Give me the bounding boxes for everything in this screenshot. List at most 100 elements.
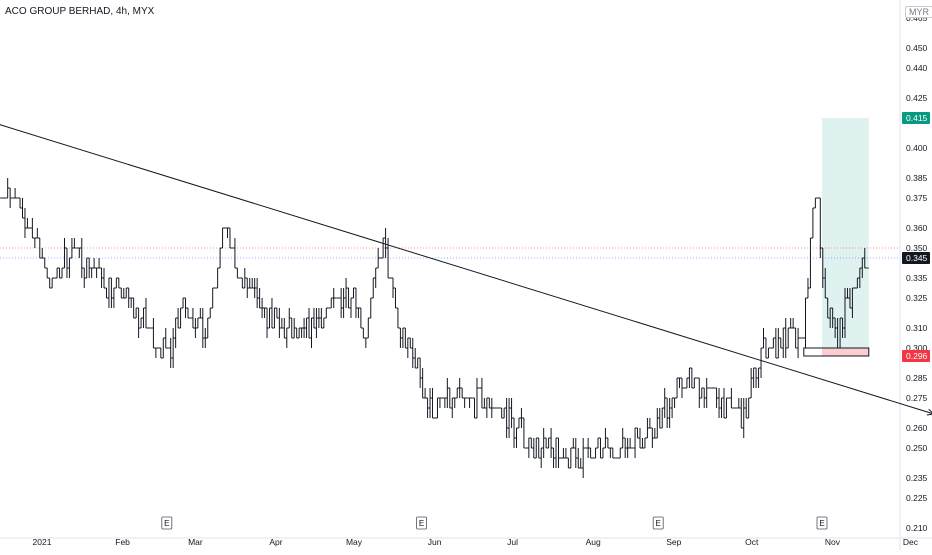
ohlc-bar bbox=[403, 327, 407, 349]
y-tick-label: 0.300 bbox=[906, 343, 928, 353]
ohlc-bar bbox=[549, 428, 553, 458]
ohlc-bar bbox=[208, 307, 212, 319]
ohlc-bar bbox=[62, 238, 66, 269]
ohlc-bar bbox=[179, 307, 183, 329]
ohlc-bar bbox=[529, 437, 533, 449]
ohlc-bar bbox=[670, 397, 674, 418]
earnings-marker-box bbox=[161, 516, 173, 530]
ohlc-bar bbox=[589, 447, 593, 459]
ohlc-bar bbox=[119, 287, 123, 299]
ohlc-bar bbox=[107, 277, 111, 308]
ohlc-bar bbox=[455, 387, 459, 399]
ohlc-bar bbox=[201, 308, 205, 348]
currency-badge[interactable]: MYR bbox=[905, 6, 932, 18]
ohlc-bar bbox=[527, 437, 531, 458]
x-tick-label: Jun bbox=[428, 537, 442, 547]
ohlc-bar bbox=[228, 227, 232, 249]
ohlc-bar bbox=[216, 267, 220, 289]
ohlc-bar bbox=[473, 397, 477, 419]
x-tick-label: Mar bbox=[188, 537, 203, 547]
ohlc-bar bbox=[384, 228, 388, 258]
ohlc-bar bbox=[759, 347, 763, 378]
ohlc-bar bbox=[487, 397, 491, 409]
ohlc-bar bbox=[776, 328, 780, 359]
ohlc-bar bbox=[359, 307, 363, 329]
ohlc-bar bbox=[151, 318, 155, 349]
ohlc-bar bbox=[757, 367, 761, 388]
ohlc-bar bbox=[401, 327, 405, 348]
ohlc-bar bbox=[396, 307, 400, 329]
ohlc-bar bbox=[766, 347, 770, 359]
ohlc-bar bbox=[270, 298, 274, 329]
ohlc-bar bbox=[80, 238, 84, 278]
ohlc-bar bbox=[796, 328, 800, 358]
ohlc-bar bbox=[191, 308, 195, 329]
ohlc-bar bbox=[643, 437, 647, 449]
ohlc-bar bbox=[539, 447, 543, 468]
ohlc-bar bbox=[450, 397, 454, 418]
ohlc-bar bbox=[480, 378, 484, 409]
ohlc-bar bbox=[789, 318, 793, 329]
ohlc-bar bbox=[608, 447, 612, 458]
ohlc-bar bbox=[280, 318, 284, 329]
ohlc-bar bbox=[248, 278, 252, 289]
x-tick-label: Oct bbox=[745, 537, 759, 547]
ohlc-bar bbox=[515, 427, 518, 448]
ohlc-bar bbox=[786, 327, 790, 349]
ohlc-bar bbox=[50, 277, 54, 289]
ohlc-bar bbox=[542, 428, 546, 458]
ohlc-bar bbox=[663, 388, 667, 418]
ohlc-bar bbox=[448, 387, 452, 409]
ohlc-bar bbox=[40, 248, 44, 259]
ohlc-bar bbox=[687, 367, 691, 388]
ohlc-bar bbox=[35, 228, 39, 239]
ohlc-bar bbox=[406, 337, 410, 358]
ohlc-bar bbox=[250, 278, 254, 289]
ohlc-bar bbox=[569, 447, 573, 469]
ohlc-bar bbox=[460, 387, 464, 399]
ohlc-bar bbox=[339, 288, 343, 318]
ohlc-bar bbox=[38, 237, 42, 259]
ohlc-bar bbox=[85, 257, 89, 279]
ohlc-bar bbox=[598, 437, 602, 459]
x-tick-label: Apr bbox=[269, 537, 282, 547]
ohlc-bar bbox=[722, 388, 726, 419]
ohlc-bar bbox=[290, 317, 294, 339]
trendline-arrowhead bbox=[926, 408, 932, 416]
ohlc-bar bbox=[791, 318, 795, 329]
y-tick-label: 0.425 bbox=[906, 93, 928, 103]
ohlc-bar bbox=[675, 377, 679, 399]
ohlc-bar bbox=[109, 277, 113, 308]
ohlc-bar bbox=[747, 397, 751, 419]
ohlc-bar bbox=[717, 388, 721, 418]
ohlc-bar bbox=[102, 268, 106, 289]
ohlc-bar bbox=[43, 257, 47, 269]
ohlc-bar bbox=[574, 438, 578, 468]
ohlc-bar bbox=[132, 297, 136, 319]
ohlc-bar bbox=[774, 328, 778, 359]
ohlc-bar bbox=[344, 278, 348, 308]
ohlc-bar bbox=[690, 367, 694, 389]
ohlc-bar bbox=[705, 378, 709, 408]
y-tick-label: 0.375 bbox=[906, 193, 928, 203]
ohlc-bar bbox=[319, 308, 323, 329]
ohlc-bar bbox=[779, 337, 783, 349]
price-badge-bg bbox=[902, 112, 930, 124]
price-badge-bg bbox=[902, 350, 930, 362]
earnings-marker-box bbox=[416, 516, 428, 530]
ohlc-bar bbox=[660, 407, 664, 429]
ohlc-bar bbox=[665, 397, 669, 428]
ohlc-bar bbox=[453, 397, 457, 408]
ohlc-bar bbox=[196, 317, 200, 329]
x-tick-label: Nov bbox=[825, 537, 841, 547]
ohlc-bar bbox=[502, 407, 506, 419]
ohlc-bar bbox=[443, 397, 447, 408]
ohlc-bar bbox=[30, 218, 34, 239]
trendline bbox=[0, 124, 932, 414]
ohlc-bar bbox=[366, 317, 370, 339]
ohlc-bar bbox=[564, 448, 568, 459]
y-tick-label: 0.225 bbox=[906, 493, 928, 503]
ohlc-bar bbox=[198, 308, 202, 319]
